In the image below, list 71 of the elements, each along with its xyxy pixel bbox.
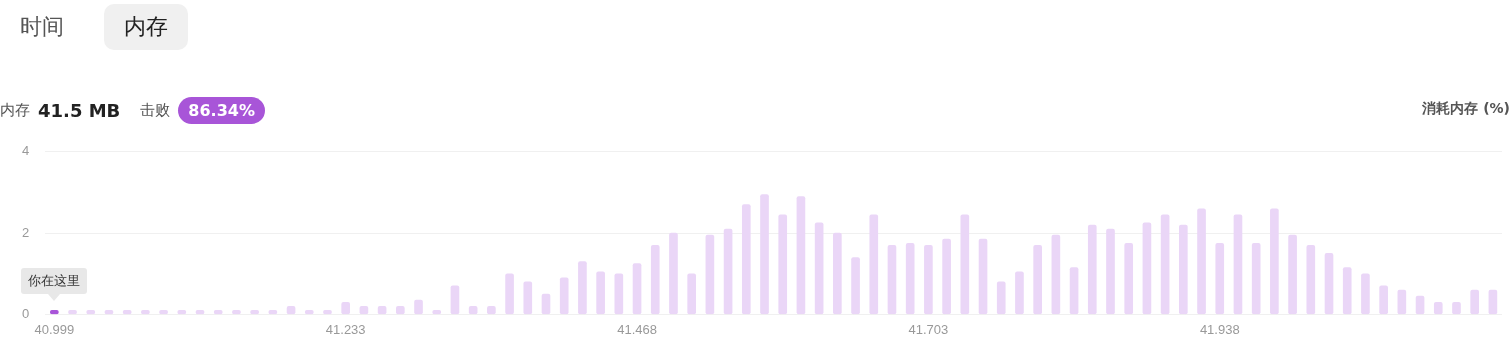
bar <box>705 234 715 315</box>
bar <box>1015 271 1024 315</box>
annotation: 你在这里 <box>21 268 88 295</box>
bar <box>760 194 769 315</box>
y-tick-label: 2 <box>22 224 30 240</box>
x-tick-label: 40.999 <box>34 321 75 337</box>
x-tick-label: 41.233 <box>325 321 366 337</box>
bar <box>741 204 751 315</box>
bar <box>669 232 678 315</box>
bar <box>1306 244 1316 315</box>
bar <box>505 273 514 315</box>
x-tick-label: 41.468 <box>617 321 657 337</box>
text: 86.34% <box>178 96 265 124</box>
bar <box>1288 234 1297 315</box>
bar <box>650 244 660 315</box>
bar <box>541 293 551 315</box>
bar <box>905 242 915 315</box>
bar <box>796 196 806 315</box>
bar <box>578 261 587 315</box>
bar <box>1415 295 1425 315</box>
bar <box>942 238 951 315</box>
bar <box>814 222 824 315</box>
y-axis-title: 消耗内存 (%) <box>1422 100 1510 118</box>
bar <box>887 244 897 315</box>
bar <box>1488 289 1498 315</box>
y-tick-label: 0 <box>22 305 30 321</box>
bar <box>1251 242 1261 315</box>
bar <box>723 228 733 315</box>
bar <box>1179 224 1188 315</box>
bar <box>1051 234 1061 315</box>
text: 41.5 MB <box>38 99 121 121</box>
bar <box>596 271 605 315</box>
bar <box>632 263 642 315</box>
bar <box>559 277 569 315</box>
bar <box>1342 267 1352 315</box>
bar <box>1397 289 1407 315</box>
bar <box>1069 267 1079 315</box>
bar <box>1160 214 1170 315</box>
bar <box>1142 222 1152 315</box>
bar <box>1379 285 1388 315</box>
bar <box>1197 208 1206 315</box>
x-tick-label: 41.938 <box>1199 321 1240 337</box>
bar <box>960 214 970 315</box>
bar <box>978 238 988 315</box>
text: 击败 <box>140 100 171 120</box>
text: 时间 <box>19 13 65 41</box>
bar <box>1324 253 1334 315</box>
bar <box>851 257 860 315</box>
bar <box>996 281 1006 315</box>
bar <box>523 281 533 315</box>
y-tick-label: 4 <box>22 143 30 159</box>
bar <box>833 232 842 315</box>
bar <box>1033 244 1042 315</box>
bar <box>1233 214 1243 315</box>
bar <box>778 214 788 315</box>
bar <box>687 273 696 315</box>
bar <box>1361 273 1370 315</box>
bar <box>1087 224 1097 315</box>
bar <box>1470 289 1480 315</box>
text: 内存 <box>104 4 188 50</box>
bar <box>1124 242 1134 315</box>
bar <box>924 244 933 315</box>
bar <box>1270 208 1279 315</box>
bar <box>450 285 460 315</box>
bar <box>414 299 423 315</box>
bar <box>869 214 879 315</box>
x-tick-label: 41.703 <box>908 321 949 337</box>
bar <box>1106 228 1115 315</box>
bar <box>614 273 624 315</box>
bar <box>1215 242 1225 315</box>
text: 内存 <box>0 100 30 120</box>
